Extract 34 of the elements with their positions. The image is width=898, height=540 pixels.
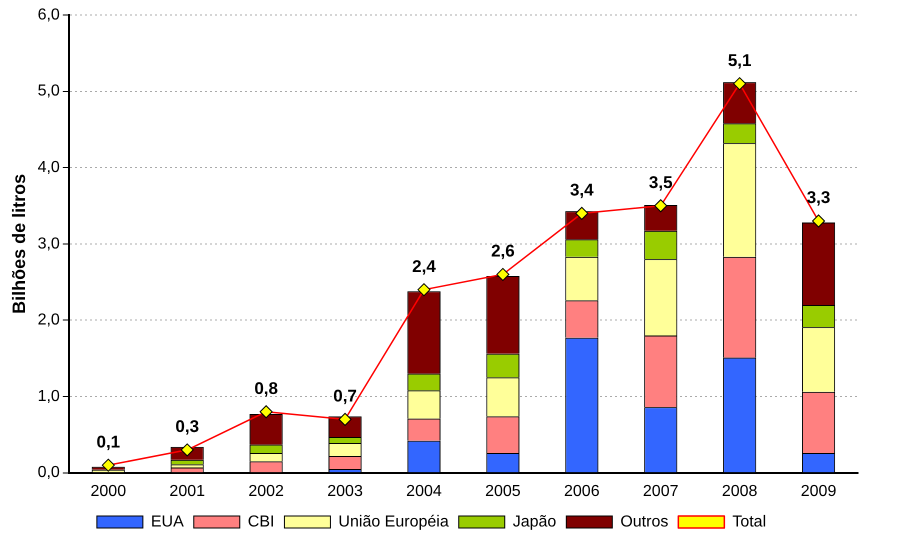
y-tick-label: 5,0 (38, 82, 60, 100)
data-label: 3,3 (806, 188, 830, 208)
data-label: 3,5 (648, 172, 673, 192)
x-tick-label: 2002 (248, 482, 284, 500)
data-label: 0,7 (333, 386, 357, 406)
legend-label: União Européia (338, 513, 449, 530)
x-tick-label: 2007 (642, 482, 679, 500)
y-axis-title: Bilhões de litros (8, 174, 29, 314)
y-tick-label: 6,0 (38, 6, 60, 24)
data-label: 0,8 (254, 378, 278, 398)
data-label: 5,1 (728, 50, 752, 70)
y-tick-label: 3,0 (38, 235, 60, 252)
y-tick-label: 2,0 (38, 312, 60, 329)
legend-label: Outros (620, 513, 668, 530)
data-label: 0,1 (96, 432, 120, 452)
y-tick-label: 0,0 (38, 464, 60, 482)
x-tick-label: 2004 (406, 482, 442, 500)
legend-label: CBI (248, 513, 274, 530)
legend-label: EUA (150, 513, 184, 530)
x-tick-label: 2009 (800, 482, 836, 500)
legend-label: Total (732, 513, 766, 530)
data-label: 3,4 (570, 180, 594, 200)
x-tick-label: 2001 (169, 482, 206, 500)
y-tick-label: 4,0 (38, 159, 60, 176)
data-label: 2,4 (412, 256, 436, 276)
data-label: 0,3 (175, 417, 200, 436)
legend-label: Japão (512, 513, 556, 530)
y-tick-label: 1,0 (38, 388, 60, 405)
x-tick-label: 2005 (485, 482, 521, 500)
x-tick-label: 2000 (90, 482, 126, 500)
data-label: 2,6 (491, 242, 515, 261)
x-tick-label: 2008 (722, 482, 758, 500)
x-tick-label: 2003 (327, 482, 363, 500)
x-tick-label: 2006 (564, 482, 600, 500)
